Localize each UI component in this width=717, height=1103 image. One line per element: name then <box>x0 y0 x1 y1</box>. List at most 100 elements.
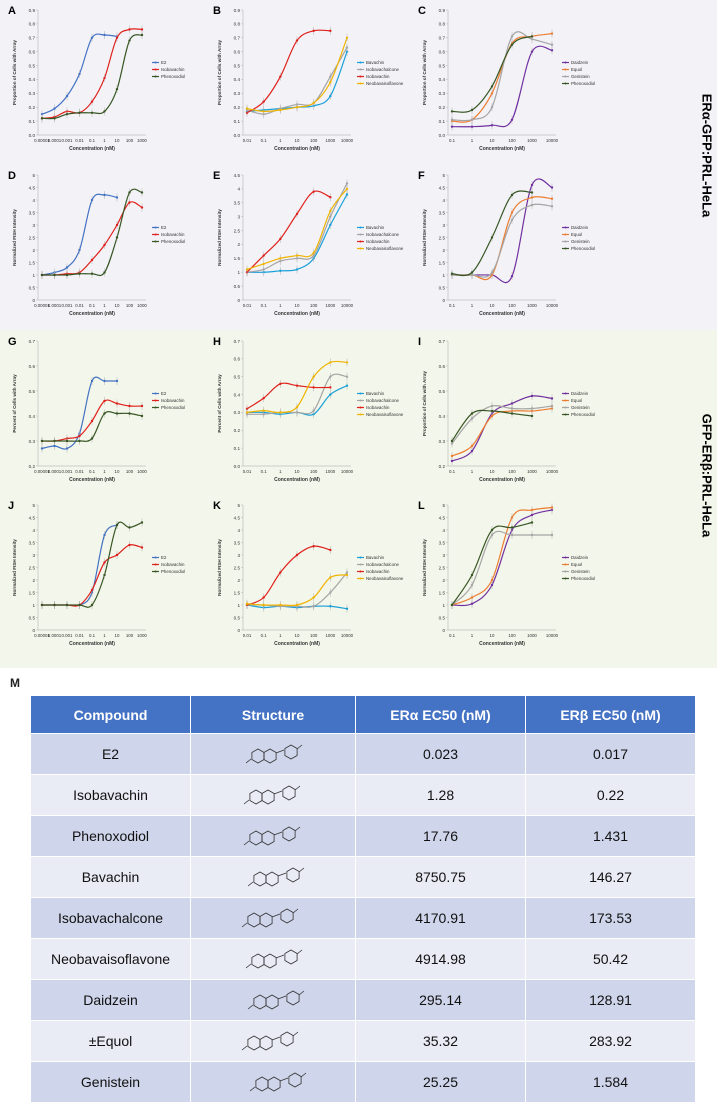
x-tick-label: 0.00001 <box>34 633 50 638</box>
y-tick-label: 3 <box>442 223 445 228</box>
data-point-phenoxodiol <box>490 409 494 413</box>
data-point-phenoxodiol <box>65 112 69 116</box>
series-line-genistein <box>451 530 552 606</box>
data-point-isobavachalcone <box>345 375 349 378</box>
x-tick-label: 0.00001 <box>34 138 50 143</box>
y-tick-label: 0.6 <box>439 364 446 369</box>
legend-label: Daidzein <box>571 555 589 560</box>
y-tick-label: 0.6 <box>439 49 446 54</box>
y-tick-label: 0.8 <box>439 22 446 27</box>
y-tick-label: 0.5 <box>439 285 446 290</box>
legend-label: Genistein <box>571 569 590 574</box>
data-point-phenoxodiol <box>103 110 106 113</box>
data-point-genistein <box>530 533 534 537</box>
era-section-background <box>0 0 717 330</box>
x-tick-label: 10000 <box>546 303 559 308</box>
legend-marker <box>564 556 567 559</box>
y-tick-label: 0.1 <box>439 119 446 124</box>
data-point-e2 <box>65 447 69 450</box>
y-tick-label: 4.5 <box>439 515 446 520</box>
y-tick-label: 0.6 <box>234 49 241 54</box>
y-axis-title: Percent of Cells with Array <box>12 374 17 433</box>
x-tick-label: 1 <box>279 633 282 638</box>
y-tick-label: 0.2 <box>439 464 446 469</box>
erb-ec50-value: 0.22 <box>525 774 696 816</box>
y-tick-label: 0.5 <box>234 284 241 289</box>
header-era-ec50: ERα EC50 (nM) <box>355 695 526 734</box>
x-tick-label: 100 <box>310 138 318 143</box>
data-point-genistein <box>490 271 494 274</box>
legend-marker <box>154 399 157 402</box>
data-point-phenoxodiol <box>115 523 119 527</box>
x-tick-label: 1000 <box>527 469 537 474</box>
data-point-e2 <box>103 533 106 537</box>
data-point-daidzein <box>510 402 514 405</box>
x-tick-label: 10 <box>295 633 300 638</box>
data-point-isobavachin <box>90 100 94 103</box>
panel-letter-A: A <box>8 5 16 17</box>
legend-label: Neobavaisoflavone <box>366 576 404 581</box>
data-point-isobavachin <box>279 237 282 241</box>
header-structure: Structure <box>190 695 356 734</box>
data-point-isobavachalcone <box>345 46 349 49</box>
y-tick-label: 0.1 <box>234 119 241 124</box>
x-tick-label: 0.00001 <box>34 303 50 308</box>
legend-marker <box>564 82 567 85</box>
data-point-e2 <box>78 248 81 252</box>
data-point-isobavachin <box>329 548 332 552</box>
data-point-equol <box>470 596 474 599</box>
data-point-phenoxodiol <box>40 603 44 607</box>
data-point-neobavaisoflavone <box>262 603 265 607</box>
y-axis-title: Normalized FISH Intensity <box>422 539 427 596</box>
data-point-isobavachin <box>103 561 106 564</box>
y-tick-label: 2 <box>237 242 240 247</box>
x-tick-label: 10 <box>115 633 120 638</box>
x-tick-label: 10 <box>490 633 495 638</box>
era-ec50-value: 1.28 <box>355 774 526 816</box>
data-point-isobavachalcone <box>329 215 332 218</box>
x-tick-label: 0.1 <box>89 303 96 308</box>
y-tick-label: 2 <box>442 248 445 253</box>
data-point-neobavaisoflavone <box>312 596 315 599</box>
data-point-genistein <box>530 203 534 207</box>
x-tick-label: 1000 <box>137 303 147 308</box>
y-tick-label: 3 <box>32 223 35 228</box>
y-tick-label: 3.5 <box>29 540 36 545</box>
y-tick-label: 0.0 <box>234 133 241 138</box>
y-tick-label: 3.5 <box>29 210 36 215</box>
y-tick-label: 1.5 <box>234 256 241 261</box>
x-tick-label: 10 <box>490 469 495 474</box>
table-row: Daidzein 295.14 128.91 <box>30 979 696 1021</box>
structure-cell <box>190 815 356 857</box>
compound-name: Neobavaisoflavone <box>30 938 191 980</box>
y-tick-label: 4.5 <box>234 173 241 178</box>
y-tick-label: 0 <box>32 298 35 303</box>
data-point-isobavachin <box>312 190 315 193</box>
compound-name: Isobavachin <box>30 774 191 816</box>
legend-marker <box>154 406 157 409</box>
data-point-isobavachin <box>78 434 81 438</box>
data-point-isobavachin <box>140 206 144 209</box>
y-tick-label: 3.5 <box>439 210 446 215</box>
x-axis-title: Concentration (nM) <box>69 641 115 647</box>
era-ec50-value: 35.32 <box>355 1020 526 1062</box>
x-tick-label: 0.1 <box>261 303 268 308</box>
y-axis-title: Normalized FISH Intensity <box>217 539 222 596</box>
data-point-phenoxodiol <box>450 272 454 275</box>
data-point-phenoxodiol <box>490 236 494 239</box>
data-point-neobavaisoflavone <box>245 411 249 414</box>
data-point-daidzein <box>490 124 494 127</box>
table-row: Isobavachalcone 4170.91 173.53 <box>30 897 696 939</box>
data-point-genistein <box>510 407 514 410</box>
data-point-isobavachin <box>90 419 94 423</box>
y-tick-label: 1 <box>32 603 35 608</box>
legend-label: Phenoxodiol <box>571 576 595 581</box>
legend-marker <box>154 240 157 243</box>
data-point-phenoxodiol <box>450 603 454 607</box>
x-tick-label: 10000 <box>341 303 354 308</box>
data-point-phenoxodiol <box>53 439 56 443</box>
x-tick-label: 0.001 <box>62 469 74 474</box>
x-tick-label: 1000 <box>137 469 147 474</box>
y-tick-label: 2.5 <box>439 235 446 240</box>
